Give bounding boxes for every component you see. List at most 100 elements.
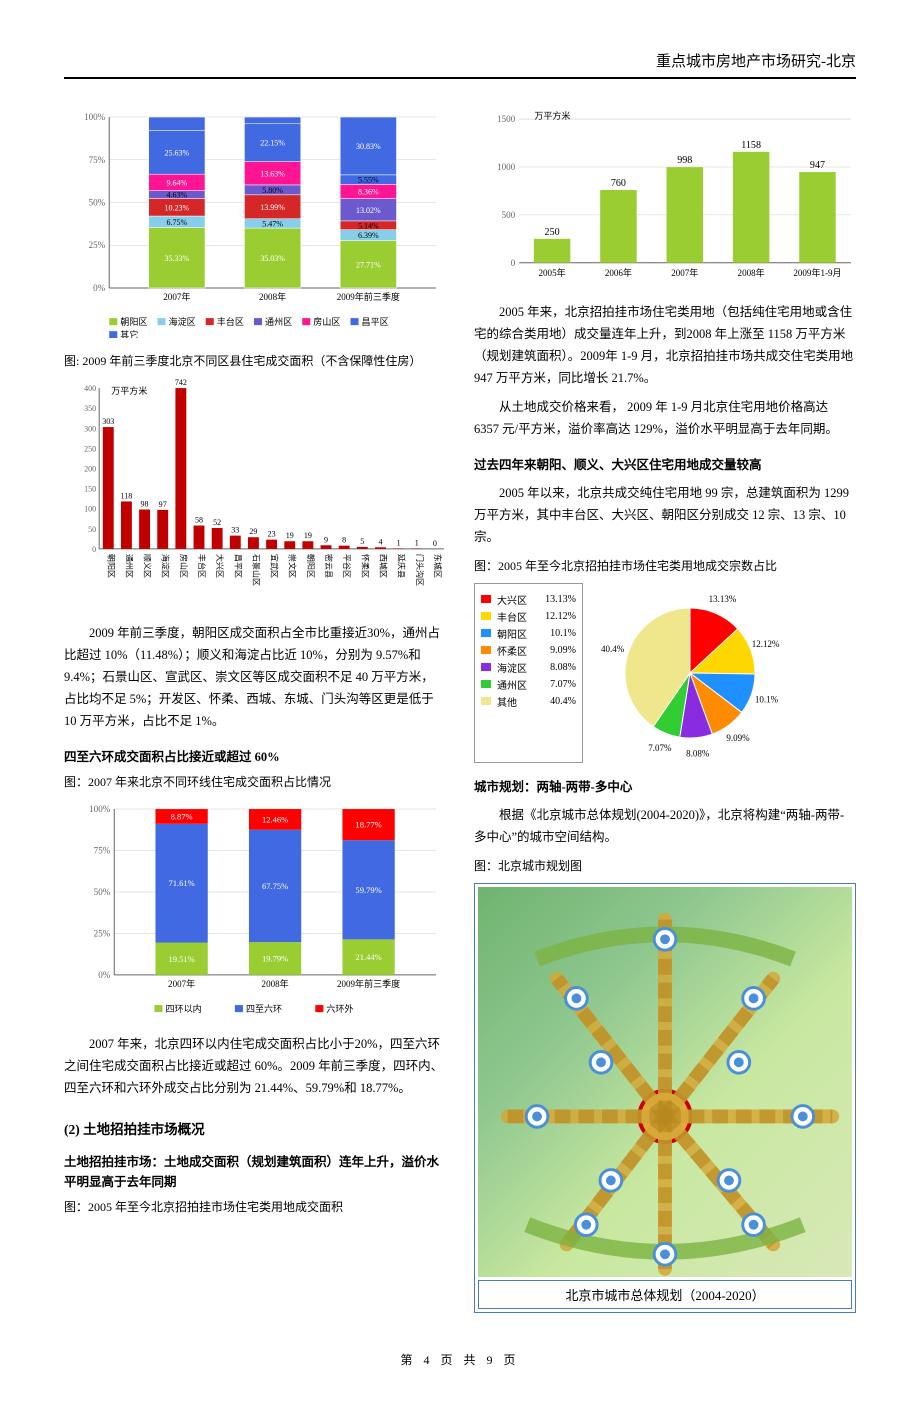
svg-text:2007年: 2007年: [163, 291, 190, 302]
chart5-pie-wrap: 大兴区13.13%丰台区12.12%朝阳区10.1%怀柔区9.09%海淀区8.0…: [474, 583, 856, 763]
svg-text:门头沟区: 门头沟区: [415, 554, 425, 586]
svg-text:19: 19: [304, 531, 312, 540]
svg-text:75%: 75%: [94, 845, 111, 855]
svg-text:100%: 100%: [84, 112, 106, 122]
chart3-svg: 0%25%50%75%100%19.51%71.61%8.87%2007年19.…: [64, 799, 446, 1020]
svg-text:8.87%: 8.87%: [171, 811, 193, 821]
svg-text:宜武区: 宜武区: [270, 554, 280, 578]
svg-text:6.39%: 6.39%: [358, 231, 379, 240]
para-vol2: 从土地成交价格来看， 2009 年 1-9 月北京住宅用地价格高达 6357 元…: [474, 397, 856, 441]
svg-text:250: 250: [545, 227, 560, 238]
svg-text:2009年1-9月: 2009年1-9月: [793, 267, 841, 278]
subheading-land: 土地招拍挂市场：土地成交面积（规划建筑面积）连年上升，溢价水平明显高于去年同期: [64, 1152, 446, 1192]
svg-text:5.47%: 5.47%: [262, 219, 283, 228]
svg-text:19: 19: [286, 531, 294, 540]
svg-text:万平方米: 万平方米: [111, 385, 147, 396]
svg-text:9.64%: 9.64%: [166, 178, 187, 187]
svg-text:通州区: 通州区: [265, 317, 292, 327]
caption-pie: 图：2005 年至今北京招拍挂市场住宅类用地成交宗数占比: [474, 557, 856, 575]
svg-text:19.79%: 19.79%: [262, 953, 288, 963]
svg-text:59.79%: 59.79%: [355, 885, 381, 895]
svg-text:2008年: 2008年: [259, 291, 286, 302]
para-dist: 2005 年以来，北京共成交纯住宅用地 99 宗，总建筑面积为 1299 万平方…: [474, 483, 856, 549]
svg-text:10.23%: 10.23%: [164, 203, 189, 212]
svg-text:1: 1: [397, 539, 401, 548]
svg-text:100: 100: [84, 505, 96, 514]
svg-text:房山区: 房山区: [313, 316, 340, 327]
svg-text:13.02%: 13.02%: [356, 206, 381, 215]
svg-text:50%: 50%: [89, 198, 106, 208]
svg-text:房山区: 房山区: [179, 554, 189, 578]
svg-text:29: 29: [249, 527, 257, 536]
svg-text:2006年: 2006年: [605, 267, 632, 278]
svg-text:30.83%: 30.83%: [356, 142, 381, 151]
map-image: [478, 887, 852, 1277]
subheading-plan: 城市规划：两轴-两带-多中心: [474, 777, 856, 797]
svg-text:朝阳区: 朝阳区: [306, 554, 315, 578]
svg-text:71.61%: 71.61%: [168, 878, 194, 888]
svg-text:998: 998: [677, 155, 692, 166]
para-ring: 2007 年来，北京四环以内住宅成交面积占比小于20%，四至六环之间住宅成交面积…: [64, 1034, 446, 1100]
svg-text:35.03%: 35.03%: [260, 254, 285, 263]
svg-text:朝阳区: 朝阳区: [106, 554, 115, 578]
svg-text:5.14%: 5.14%: [358, 221, 379, 230]
svg-text:东城区: 东城区: [433, 554, 443, 578]
para-plan: 根据《北京城市总体规划(2004-2020)》，北京将构建“两轴-两带-多中心”…: [474, 805, 856, 849]
svg-text:8.08%: 8.08%: [686, 748, 710, 758]
chart1-svg: 0%25%50%75%100%35.33%6.75%10.23%4.63%9.6…: [64, 107, 446, 338]
svg-text:250: 250: [84, 445, 96, 454]
two-column-layout: 0% 25% 50% 75% 100% 35.33% 6.75% 10.23% 4.63% 9.6…: [64, 99, 856, 1313]
svg-text:2007年: 2007年: [168, 978, 195, 989]
chart2-svg: 050100150200250300350400万平方米303朝阳区118通州区…: [64, 378, 446, 609]
section-2-heading: (2) 土地招拍挂市场概况: [64, 1118, 446, 1138]
page-number: 第 4 页 共 9 页: [400, 1353, 519, 1367]
svg-text:58: 58: [195, 516, 203, 525]
svg-text:0%: 0%: [98, 970, 111, 980]
map-title: 北京市城市总体规划（2004-2020）: [478, 1280, 852, 1309]
svg-text:0: 0: [511, 258, 516, 268]
svg-text:200: 200: [84, 465, 96, 474]
chart5-svg: 13.13%12.12%10.1%9.09%8.08%7.07%40.4%: [595, 583, 805, 763]
pie-legend: 大兴区13.13%丰台区12.12%朝阳区10.1%怀柔区9.09%海淀区8.0…: [474, 583, 583, 763]
svg-text:50%: 50%: [94, 887, 111, 897]
page-footer: 第 4 页 共 9 页: [64, 1351, 856, 1368]
svg-text:丰台区: 丰台区: [197, 554, 207, 578]
svg-text:平谷区: 平谷区: [342, 554, 351, 578]
svg-text:0: 0: [92, 545, 96, 554]
caption-map: 图：北京城市规划图: [474, 857, 856, 875]
svg-text:通州区: 通州区: [124, 554, 134, 578]
svg-text:500: 500: [502, 210, 516, 220]
svg-text:25%: 25%: [94, 928, 111, 938]
svg-text:13.63%: 13.63%: [260, 169, 285, 178]
para-chart2: 2009 年前三季度，朝阳区成交面积占全市比重接近30%，通州占比超过 10%（…: [64, 623, 446, 732]
svg-text:100%: 100%: [89, 804, 111, 814]
para-vol1: 2005 年来，北京招拍挂市场住宅类用地（包括纯住宅用地或含住宅的综合类用地）成…: [474, 302, 856, 390]
svg-text:1158: 1158: [741, 140, 761, 151]
svg-text:118: 118: [121, 492, 133, 501]
svg-text:其它: 其它: [120, 329, 138, 338]
svg-text:昌平区: 昌平区: [362, 317, 389, 327]
map-container: 北京市城市总体规划（2004-2020）: [474, 883, 856, 1313]
page-header: 重点城市房地产市场研究-北京: [64, 50, 856, 79]
svg-text:35.33%: 35.33%: [164, 254, 189, 263]
svg-text:23: 23: [268, 530, 276, 539]
svg-text:12.46%: 12.46%: [262, 814, 288, 824]
svg-text:50: 50: [88, 525, 96, 534]
svg-text:9.09%: 9.09%: [726, 733, 750, 743]
svg-text:18.77%: 18.77%: [355, 819, 381, 829]
svg-text:21.44%: 21.44%: [355, 952, 381, 962]
svg-text:1: 1: [415, 539, 419, 548]
svg-text:六环外: 六环外: [326, 1003, 353, 1014]
chart4-land-volume: 050010001500万平方米2502005年7602006年9982007年…: [474, 107, 856, 288]
svg-text:顺义区: 顺义区: [143, 554, 152, 578]
svg-text:5.80%: 5.80%: [262, 186, 283, 195]
svg-text:2008年: 2008年: [262, 978, 289, 989]
svg-text:10.1%: 10.1%: [755, 694, 779, 704]
svg-text:9: 9: [324, 535, 328, 544]
chart3-ring-stacked: 0%25%50%75%100%19.51%71.61%8.87%2007年19.…: [64, 799, 446, 1020]
svg-text:8: 8: [342, 536, 346, 545]
svg-text:崇文区: 崇文区: [288, 554, 298, 578]
svg-text:742: 742: [175, 378, 187, 387]
svg-text:6.75%: 6.75%: [166, 218, 187, 227]
svg-text:4.63%: 4.63%: [166, 191, 187, 200]
